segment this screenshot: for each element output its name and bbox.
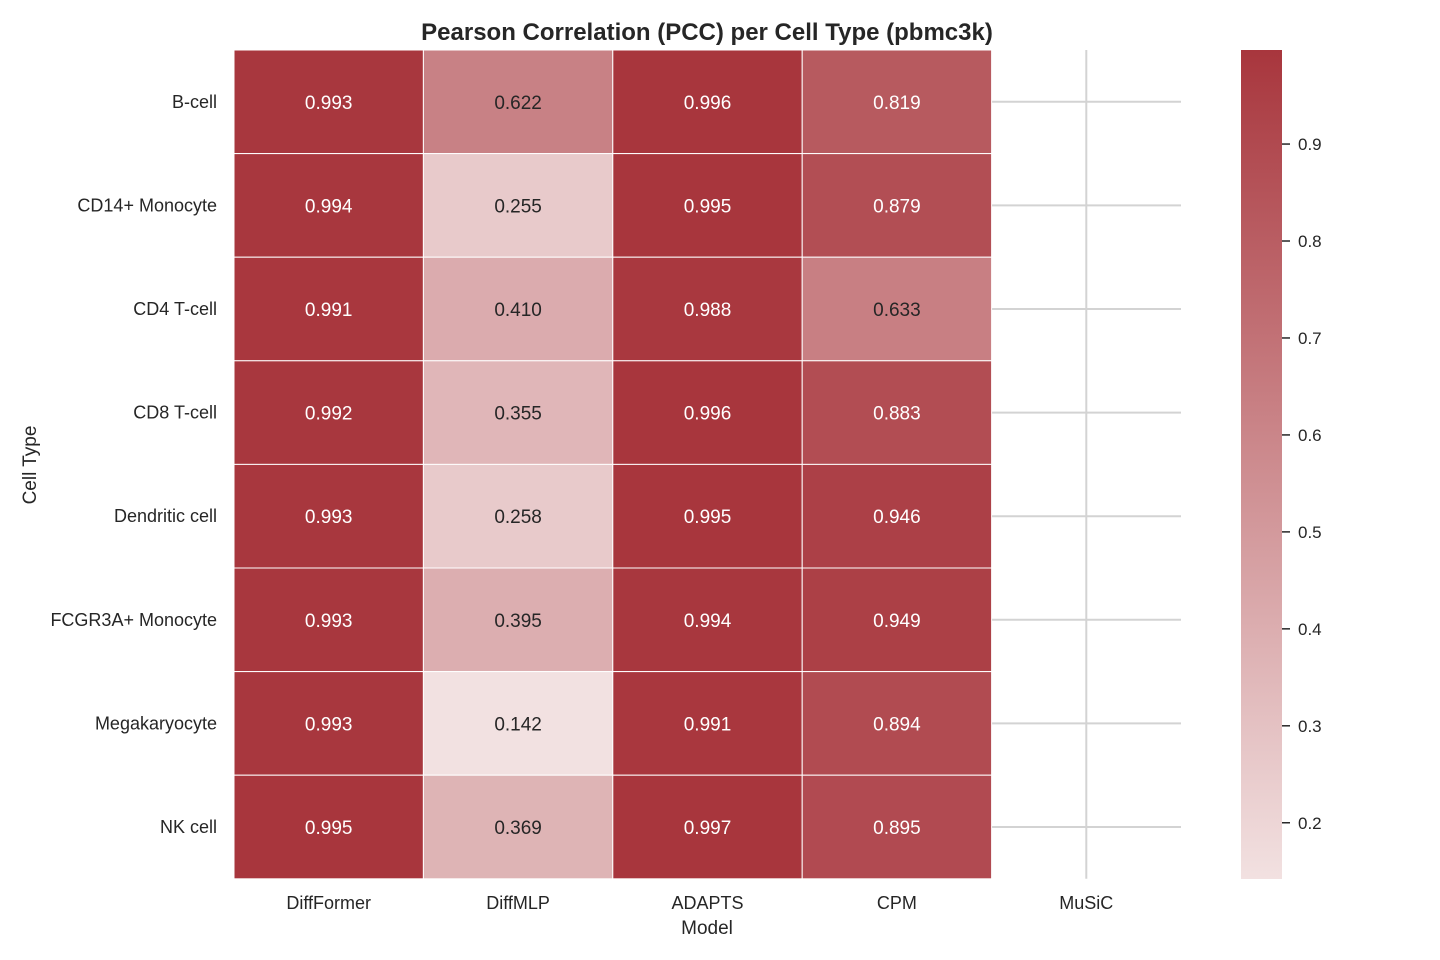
cell-value-label: 0.995: [305, 818, 353, 839]
cell-value-label: 0.993: [305, 93, 353, 114]
heatmap-cell: [612, 256, 803, 362]
heatmap-cell: [801, 567, 993, 673]
cell-value-label: 0.355: [494, 404, 542, 425]
heatmap-cell: [801, 360, 993, 465]
cell-value-label: 0.993: [305, 507, 353, 528]
cell-value-label: 0.819: [873, 93, 921, 114]
heatmap-cell: [612, 153, 803, 258]
heatmap-cell: [612, 49, 803, 155]
cell-value-label: 0.946: [873, 507, 921, 528]
cell-value-label: 0.395: [494, 611, 542, 632]
heatmap-cell: [233, 671, 424, 776]
colorbar-tick-label: 0.9: [1298, 135, 1322, 154]
y-tick-label: Megakaryocyte: [95, 713, 217, 733]
y-tick-label: FCGR3A+ Monocyte: [50, 610, 217, 630]
y-tick-label: B-cell: [172, 92, 217, 112]
y-tick-label: Dendritic cell: [114, 506, 217, 526]
chart-title: Pearson Correlation (PCC) per Cell Type …: [421, 19, 993, 46]
cell-value-label: 0.633: [873, 300, 921, 321]
cell-value-label: 0.369: [494, 818, 542, 839]
x-tick-label: DiffFormer: [286, 893, 371, 913]
x-tick-label: ADAPTS: [671, 893, 743, 913]
cell-value-label: 0.988: [684, 300, 732, 321]
cell-value-label: 0.993: [305, 714, 353, 735]
heatmap-cell: [801, 774, 993, 880]
heatmap-cell: [422, 256, 614, 362]
cell-value-label: 0.991: [684, 714, 732, 735]
heatmap-cell: [422, 360, 614, 465]
y-tick-label: NK cell: [160, 817, 217, 837]
colorbar-tick-label: 0.2: [1298, 814, 1322, 833]
cell-value-label: 0.991: [305, 300, 353, 321]
cell-value-label: 0.994: [305, 196, 353, 217]
heatmap-cell: [422, 671, 614, 776]
cell-value-label: 0.949: [873, 611, 921, 632]
colorbar-tick-label: 0.5: [1298, 523, 1322, 542]
cell-value-label: 0.895: [873, 818, 921, 839]
cell-value-label: 0.142: [494, 714, 542, 735]
x-axis-label: Model: [681, 918, 733, 939]
cell-value-label: 0.993: [305, 611, 353, 632]
y-tick-label: CD14+ Monocyte: [77, 195, 217, 215]
heatmap-cell: [233, 256, 424, 362]
y-tick-labels: B-cell CD14+ Monocyte CD4 T-cell CD8 T-cell…: [50, 92, 217, 837]
colorbar-tick-label: 0.6: [1298, 426, 1322, 445]
cell-value-label: 0.879: [873, 196, 921, 217]
y-axis-label: Cell Type: [20, 426, 41, 505]
heatmap-cells: 0.993 0.622 0.996 0.819 0.994 0.255 0.995 0.879…: [233, 49, 993, 880]
heatmap-cell: [422, 463, 614, 569]
cell-value-label: 0.410: [494, 300, 542, 321]
x-tick-label: CPM: [877, 893, 917, 913]
cell-value-label: 0.258: [494, 507, 542, 528]
cell-value-label: 0.995: [684, 196, 732, 217]
y-tick-label: CD8 T-cell: [133, 403, 217, 423]
cell-value-label: 0.992: [305, 404, 353, 425]
cell-value-label: 0.996: [684, 93, 732, 114]
x-tick-label: DiffMLP: [486, 893, 550, 913]
cell-value-label: 0.894: [873, 714, 921, 735]
heatmap-cell: [801, 153, 993, 258]
heatmap-cell: [801, 463, 993, 569]
cell-value-label: 0.622: [494, 93, 542, 114]
heatmap-cell: [422, 49, 614, 155]
heatmap-cell: [612, 360, 803, 465]
cell-value-label: 0.996: [684, 404, 732, 425]
cell-value-label: 0.883: [873, 404, 921, 425]
heatmap-cell: [233, 463, 424, 569]
colorbar-tick-label: 0.8: [1298, 232, 1322, 251]
colorbar-tick-label: 0.7: [1298, 329, 1322, 348]
colorbar-ticks: 0.2 0.3 0.4 0.5 0.6 0.7 0.8 0.9: [1282, 135, 1322, 833]
x-tick-label: MuSiC: [1059, 893, 1113, 913]
heatmap-cell: [422, 567, 614, 673]
cell-value-label: 0.995: [684, 507, 732, 528]
cell-value-label: 0.997: [684, 818, 732, 839]
y-tick-label: CD4 T-cell: [133, 299, 217, 319]
heatmap-cell: [233, 360, 424, 465]
x-tick-labels: DiffFormer DiffMLP ADAPTS CPM MuSiC: [286, 893, 1113, 913]
heatmap-cell: [612, 463, 803, 569]
colorbar-tick-label: 0.3: [1298, 717, 1322, 736]
heatmap-cell: [233, 49, 424, 155]
heatmap-cell: [801, 256, 993, 362]
colorbar-tick-label: 0.4: [1298, 620, 1322, 639]
heatmap-cell: [612, 774, 803, 880]
cell-value-label: 0.994: [684, 611, 732, 632]
heatmap-cell: [233, 153, 424, 258]
cell-value-label: 0.255: [494, 196, 542, 217]
heatmap-cell: [801, 671, 993, 776]
colorbar: [1241, 50, 1282, 879]
